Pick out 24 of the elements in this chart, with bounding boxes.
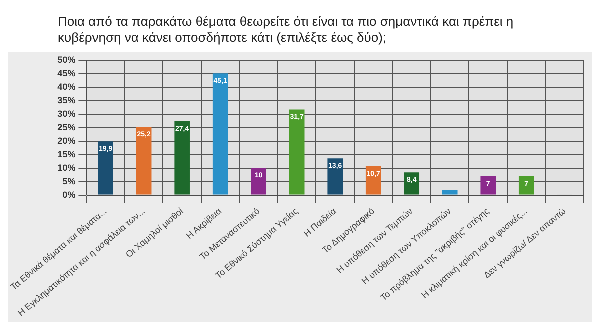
- bar: [98, 142, 114, 195]
- bar: [136, 127, 152, 195]
- bar: [251, 168, 266, 195]
- y-tick-label: 5%: [62, 176, 76, 186]
- y-tick-label: 40%: [58, 82, 76, 92]
- bar: [289, 110, 305, 195]
- bar: [212, 74, 228, 195]
- y-tick-label: 0%: [62, 190, 76, 200]
- bar: [404, 172, 420, 195]
- y-tick-label: 15%: [58, 149, 76, 160]
- y-tick-label: 50%: [58, 54, 76, 65]
- y-tick-label: 25%: [58, 122, 76, 132]
- bar: [518, 176, 534, 195]
- bar: [328, 158, 343, 195]
- chart-title: Ποια από τα παρακάτω θέματα θεωρείτε ότι είναι τα πιο σημαντικά και πρέπει η κυβέρνηση να κάνει οποσδήποτε κάτι (επιλέξτε έως δύο);: [57, 13, 515, 47]
- bar: [174, 121, 190, 195]
- bar: [480, 176, 496, 195]
- bar: [366, 166, 382, 195]
- y-tick-label: 45%: [58, 68, 76, 78]
- y-tick-label: 20%: [58, 136, 76, 146]
- y-tick-label: 10%: [58, 162, 76, 173]
- y-tick-label: 30%: [58, 108, 76, 119]
- bar: [442, 190, 458, 195]
- y-tick-label: 35%: [58, 95, 76, 106]
